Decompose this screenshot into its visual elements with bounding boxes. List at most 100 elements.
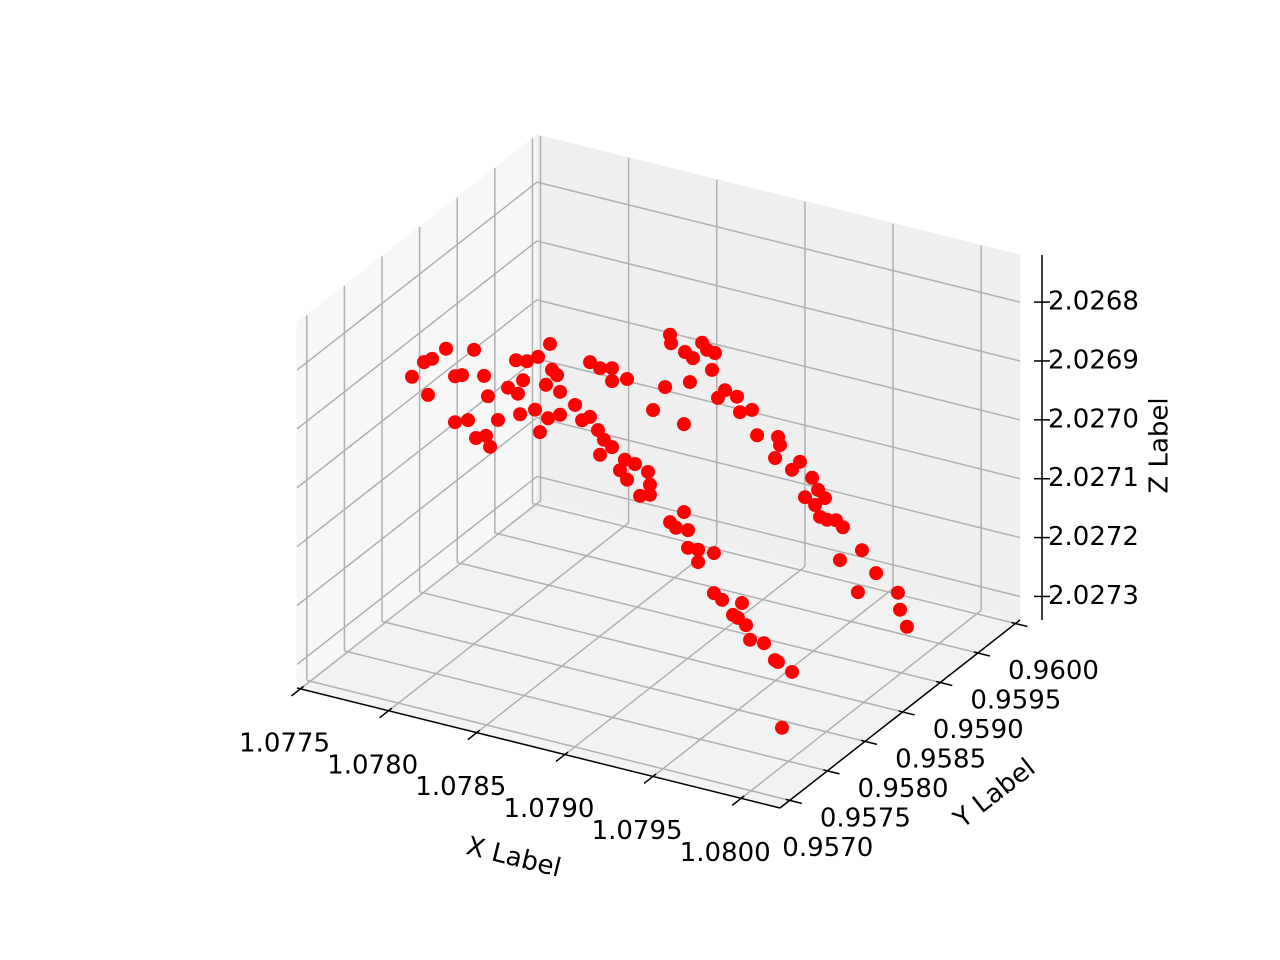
point — [642, 477, 657, 492]
point — [664, 336, 679, 351]
x-tick-label: 1.0780 — [327, 750, 418, 780]
y-tick — [973, 651, 991, 657]
point — [477, 368, 492, 383]
x-tick — [467, 729, 481, 741]
grid-line — [476, 544, 718, 734]
point — [676, 505, 691, 520]
point — [691, 555, 706, 570]
y-tick — [1011, 621, 1028, 628]
point — [784, 462, 799, 477]
point — [508, 353, 523, 368]
point — [820, 512, 835, 527]
y-tick — [936, 680, 953, 687]
point — [669, 520, 684, 535]
z-tick-label: 2.0270 — [1048, 404, 1139, 434]
point — [593, 361, 608, 376]
point — [439, 341, 454, 356]
point — [899, 619, 914, 634]
point — [681, 523, 696, 538]
y-tick — [785, 798, 802, 805]
x-tick-label: 1.0785 — [415, 772, 506, 802]
grid-line — [740, 609, 982, 799]
point — [767, 653, 782, 668]
point — [854, 543, 869, 558]
grid-line — [296, 181, 538, 371]
y-tick — [860, 739, 878, 746]
z-tick-label: 2.0273 — [1048, 581, 1139, 611]
z-tick-label: 2.0272 — [1048, 522, 1139, 552]
point — [850, 585, 865, 600]
point — [550, 368, 565, 383]
grid-line — [536, 240, 1021, 362]
x-tick-label: 1.0800 — [680, 838, 771, 868]
x-axis — [296, 687, 781, 809]
point — [682, 375, 697, 390]
point — [479, 428, 494, 443]
point — [734, 596, 749, 611]
grid-line — [536, 181, 1021, 303]
point — [516, 373, 531, 388]
x-tick — [731, 795, 745, 806]
point — [627, 457, 642, 472]
point — [808, 498, 823, 513]
point — [620, 372, 635, 387]
y-tick-label: 0.9575 — [820, 803, 911, 833]
point — [447, 415, 462, 430]
point — [593, 447, 608, 462]
point — [538, 377, 553, 392]
point — [744, 402, 759, 417]
y-tick-label: 0.9570 — [782, 833, 873, 863]
grid-line — [419, 591, 903, 713]
point — [541, 411, 556, 426]
point — [773, 438, 788, 453]
grid-line — [344, 650, 828, 772]
grid-line — [457, 561, 941, 684]
point — [553, 407, 568, 422]
point — [491, 412, 506, 427]
grid-line — [652, 587, 894, 778]
point — [869, 566, 884, 581]
grid-line — [296, 475, 538, 666]
point — [785, 664, 800, 679]
x-tick-label: 1.0795 — [592, 816, 683, 846]
point — [817, 491, 832, 506]
point — [421, 387, 436, 402]
y-tick-label: 0.9580 — [858, 774, 949, 804]
y-tick — [823, 769, 840, 775]
point — [513, 407, 528, 422]
point — [798, 490, 813, 505]
point — [404, 369, 419, 384]
grid-line — [494, 532, 979, 654]
grid-line — [536, 299, 1021, 421]
point — [583, 409, 598, 424]
grid-line — [536, 475, 1021, 598]
grid-line — [388, 522, 630, 712]
x-tick — [379, 707, 393, 719]
grid-line — [296, 240, 538, 430]
point — [480, 389, 495, 404]
point — [425, 351, 440, 366]
point — [658, 380, 673, 395]
point — [732, 405, 747, 420]
point — [553, 384, 568, 399]
point — [893, 602, 908, 617]
point — [583, 355, 598, 370]
z-axis-label: Z Label — [1145, 397, 1175, 493]
grid-line — [306, 679, 790, 802]
point — [605, 440, 620, 455]
point — [729, 389, 744, 404]
point — [805, 470, 820, 485]
point — [510, 386, 525, 401]
point — [528, 402, 543, 417]
grid-line — [296, 416, 538, 607]
point — [641, 464, 656, 479]
point — [568, 397, 583, 412]
point — [835, 520, 850, 535]
x-tick-label: 1.0790 — [503, 794, 594, 824]
y-tick-label: 0.9585 — [895, 744, 986, 774]
grid-line — [564, 565, 806, 756]
x-tick-label: 1.0775 — [239, 728, 330, 758]
point — [715, 592, 730, 607]
point — [757, 636, 772, 651]
